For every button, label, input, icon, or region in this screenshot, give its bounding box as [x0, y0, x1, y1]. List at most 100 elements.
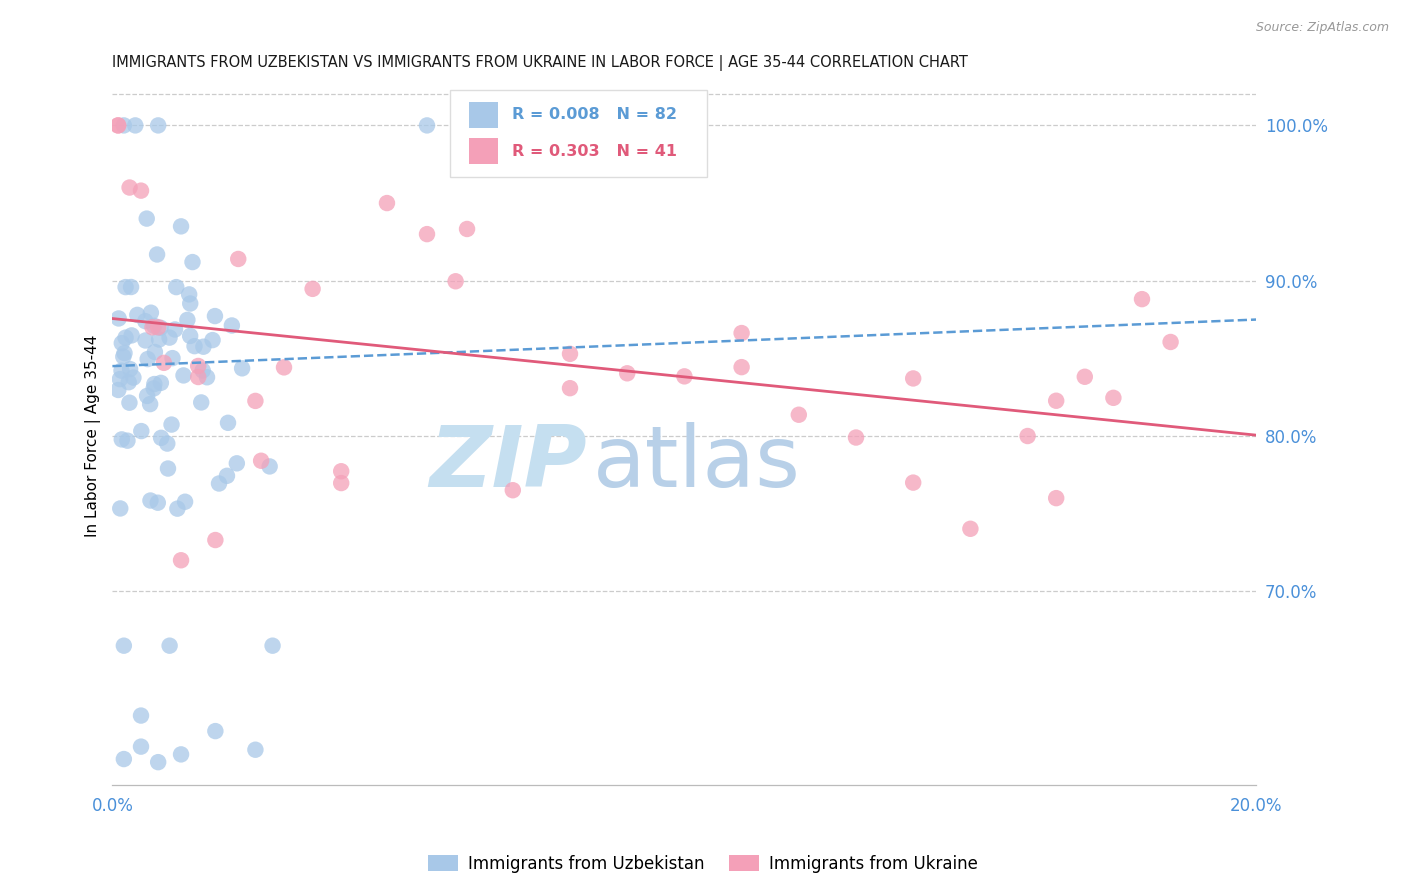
- Point: [146, 119, 169, 133]
- Point: [139, 493, 162, 508]
- Point: [146, 247, 169, 261]
- Point: [959, 522, 981, 536]
- Point: [502, 483, 524, 498]
- Point: [416, 227, 439, 241]
- Bar: [470, 102, 498, 128]
- Point: [204, 724, 226, 739]
- Point: [129, 184, 152, 198]
- Point: [1045, 491, 1067, 505]
- Point: [1102, 391, 1125, 405]
- Point: [1017, 429, 1039, 443]
- Point: [221, 318, 243, 333]
- Point: [204, 309, 226, 323]
- Point: [245, 393, 267, 408]
- Point: [149, 376, 172, 390]
- Point: [176, 313, 198, 327]
- Point: [183, 339, 205, 353]
- Point: [170, 747, 193, 762]
- Point: [259, 459, 281, 474]
- Point: [730, 326, 752, 340]
- Point: [159, 639, 181, 653]
- Point: [156, 461, 179, 475]
- Point: [146, 496, 169, 510]
- Point: [330, 464, 353, 478]
- Point: [215, 468, 238, 483]
- Point: [191, 363, 214, 377]
- Point: [136, 352, 159, 367]
- Point: [108, 372, 131, 386]
- Point: [193, 340, 215, 354]
- Point: [121, 328, 143, 343]
- Point: [416, 119, 439, 133]
- Point: [114, 280, 136, 294]
- Point: [173, 368, 195, 383]
- Point: [127, 308, 149, 322]
- Text: Source: ZipAtlas.com: Source: ZipAtlas.com: [1256, 21, 1389, 35]
- Point: [110, 364, 132, 378]
- Point: [107, 311, 129, 326]
- Point: [204, 533, 226, 547]
- Point: [142, 381, 165, 395]
- Point: [136, 389, 159, 403]
- Point: [616, 367, 638, 381]
- Point: [208, 476, 231, 491]
- Point: [787, 408, 810, 422]
- Point: [107, 119, 129, 133]
- Point: [129, 739, 152, 754]
- Point: [330, 476, 353, 491]
- Point: [1045, 393, 1067, 408]
- Point: [150, 431, 173, 445]
- Text: R = 0.008   N = 82: R = 0.008 N = 82: [512, 107, 676, 122]
- Point: [134, 314, 156, 328]
- Point: [153, 356, 176, 370]
- Point: [170, 219, 193, 234]
- Point: [903, 475, 925, 490]
- Point: [114, 331, 136, 345]
- Text: IMMIGRANTS FROM UZBEKISTAN VS IMMIGRANTS FROM UKRAINE IN LABOR FORCE | AGE 35-44: IMMIGRANTS FROM UZBEKISTAN VS IMMIGRANTS…: [112, 55, 969, 71]
- Point: [120, 362, 142, 376]
- Point: [111, 433, 134, 447]
- Point: [159, 330, 181, 344]
- Point: [231, 361, 253, 376]
- Point: [162, 351, 184, 365]
- Point: [1074, 369, 1097, 384]
- Point: [187, 359, 209, 373]
- Text: atlas: atlas: [593, 423, 801, 506]
- Text: ZIP: ZIP: [430, 423, 588, 506]
- Point: [124, 119, 146, 133]
- Point: [179, 287, 201, 301]
- Point: [262, 639, 284, 653]
- Point: [558, 381, 581, 395]
- Point: [165, 280, 187, 294]
- Point: [170, 553, 193, 567]
- Point: [179, 329, 201, 343]
- Point: [730, 360, 752, 375]
- Point: [117, 434, 139, 448]
- Point: [190, 395, 212, 409]
- FancyBboxPatch shape: [450, 90, 707, 178]
- Point: [195, 370, 218, 384]
- Point: [143, 318, 166, 333]
- Point: [111, 336, 134, 351]
- Point: [301, 282, 323, 296]
- Text: R = 0.303   N = 41: R = 0.303 N = 41: [512, 144, 676, 159]
- Point: [110, 501, 132, 516]
- Point: [146, 755, 169, 769]
- Point: [558, 347, 581, 361]
- Point: [181, 255, 204, 269]
- Point: [146, 320, 169, 334]
- Legend: Immigrants from Uzbekistan, Immigrants from Ukraine: Immigrants from Uzbekistan, Immigrants f…: [422, 848, 984, 880]
- Point: [187, 370, 209, 384]
- Point: [226, 252, 249, 266]
- Point: [845, 431, 868, 445]
- Y-axis label: In Labor Force | Age 35-44: In Labor Force | Age 35-44: [86, 334, 101, 537]
- Point: [149, 321, 172, 335]
- Point: [166, 501, 188, 516]
- Point: [160, 417, 183, 432]
- Point: [273, 360, 295, 375]
- Point: [122, 370, 145, 384]
- Point: [174, 494, 197, 508]
- Point: [118, 375, 141, 389]
- Point: [250, 454, 273, 468]
- Point: [139, 306, 162, 320]
